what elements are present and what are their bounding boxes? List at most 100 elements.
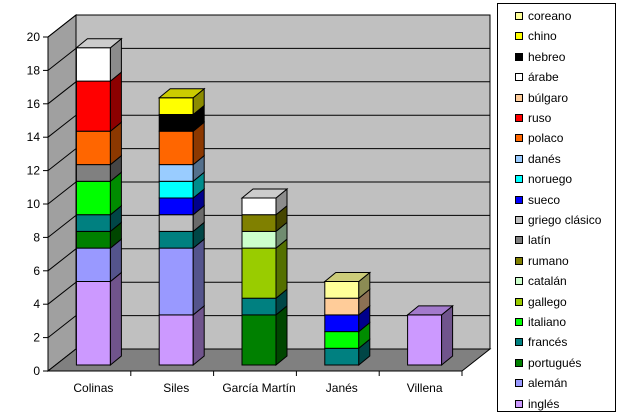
- bar-side: [192, 238, 205, 316]
- y-tick-label: 2: [33, 331, 40, 345]
- legend-label: coreano: [528, 9, 572, 23]
- y-tick-label: 8: [33, 230, 40, 244]
- bar-front: [158, 130, 194, 166]
- bar-segment: [241, 204, 288, 233]
- bar-segment: [241, 238, 288, 300]
- legend-swatch: [515, 297, 523, 306]
- bar-segment: [75, 221, 122, 250]
- legend-label: danés: [528, 151, 561, 166]
- bar-segment: [406, 304, 455, 367]
- legend-label: italiano: [528, 315, 567, 329]
- legend-swatch: [515, 236, 523, 245]
- legend-swatch: [515, 12, 523, 20]
- bar-side: [275, 304, 288, 367]
- bar-side: [109, 71, 122, 133]
- legend-swatch: [515, 134, 523, 143]
- legend-item: danés: [498, 149, 615, 169]
- bar-segment: [240, 187, 289, 216]
- bar-top: [157, 88, 206, 99]
- legend-swatch: [515, 73, 523, 82]
- legend-item: árabe: [498, 67, 615, 87]
- bar-segment: [324, 321, 371, 350]
- legend-item: inglés: [498, 394, 615, 414]
- bar-front: [75, 180, 111, 216]
- bar-segment: [158, 187, 205, 216]
- bar-side: [192, 304, 205, 367]
- legend-label: francés: [528, 335, 568, 350]
- bar-side: [275, 238, 288, 300]
- bar-front: [324, 331, 360, 349]
- legend-swatch: [515, 379, 523, 388]
- x-tick-label: Colinas: [73, 381, 113, 395]
- legend-swatch: [515, 318, 523, 326]
- legend-swatch: [515, 399, 523, 408]
- bar-segment: [158, 221, 205, 250]
- bar-segment: [75, 121, 122, 166]
- legend-item: alemán: [498, 373, 615, 393]
- y-tick-label: 12: [27, 164, 41, 178]
- bar-front: [158, 197, 194, 216]
- legend-swatch: [515, 277, 523, 286]
- legend-label: gallego: [528, 294, 567, 309]
- legend-item: polaco: [498, 128, 615, 148]
- legend-swatch: [515, 256, 523, 265]
- bar-front: [75, 230, 111, 249]
- bar-segment: [74, 37, 123, 83]
- legend-label: polaco: [528, 131, 564, 146]
- bar-front: [158, 97, 194, 116]
- y-tick-labels: 0 2 4 6 8 10 12 14 16 18 20: [27, 30, 41, 378]
- legend-item: italiano: [498, 312, 615, 332]
- axes: [43, 36, 463, 376]
- bar-side: [109, 271, 122, 367]
- legend-label: hebreo: [528, 49, 566, 64]
- bar-front: [158, 214, 194, 232]
- bar-front: [75, 281, 111, 366]
- legend-item: ruso: [498, 108, 615, 128]
- y-tick-label: 4: [33, 297, 40, 311]
- bar-side: [441, 304, 454, 367]
- bar-front: [75, 214, 111, 232]
- bar-segment: [241, 304, 288, 367]
- legend-label: alemán: [528, 376, 568, 391]
- legend-swatch: [515, 175, 523, 184]
- legend-swatch: [515, 32, 523, 41]
- y-tick-label: 0: [33, 364, 40, 378]
- bar-front: [158, 164, 194, 182]
- bar-front: [158, 114, 194, 132]
- legend-label: catalán: [528, 274, 567, 289]
- legend-label: árabe: [528, 70, 559, 85]
- gridline: [47, 14, 490, 38]
- bar-front: [75, 247, 111, 283]
- legend-item: griego clásico: [498, 210, 615, 230]
- x-tick-label: Janés: [326, 381, 358, 395]
- bar-front: [407, 314, 443, 366]
- legend-swatch: [515, 338, 523, 347]
- bar-front: [158, 314, 194, 366]
- legend-item: gallego: [498, 292, 615, 312]
- legend-swatch: [515, 154, 523, 163]
- legend-label: noruego: [528, 172, 573, 187]
- y-tick-label: 10: [27, 197, 41, 211]
- bar-segment: [323, 271, 372, 300]
- bar-front: [158, 180, 194, 199]
- bar-top: [406, 305, 455, 316]
- bar-front: [75, 164, 111, 182]
- legend-item: búlgaro: [498, 88, 615, 108]
- bar-segment: [75, 271, 122, 367]
- bar-front: [158, 230, 194, 249]
- legend-item: coreano: [498, 6, 615, 26]
- bar-segment: [158, 304, 205, 367]
- legend-swatch: [515, 216, 523, 224]
- legend-swatch: [515, 195, 523, 204]
- bar-segment: [75, 71, 122, 133]
- legend-item: hebreo: [498, 47, 615, 67]
- legend-label: portugués: [528, 355, 582, 370]
- bar-front: [324, 314, 360, 333]
- chart-legend: coreano chino hebreo árabe búlgaro ruso polaco…: [497, 3, 616, 412]
- legend-swatch: [515, 93, 523, 102]
- bar-segment: [158, 238, 205, 316]
- legend-swatch: [515, 114, 523, 122]
- bar-front: [75, 130, 111, 166]
- bar-segment: [75, 238, 122, 283]
